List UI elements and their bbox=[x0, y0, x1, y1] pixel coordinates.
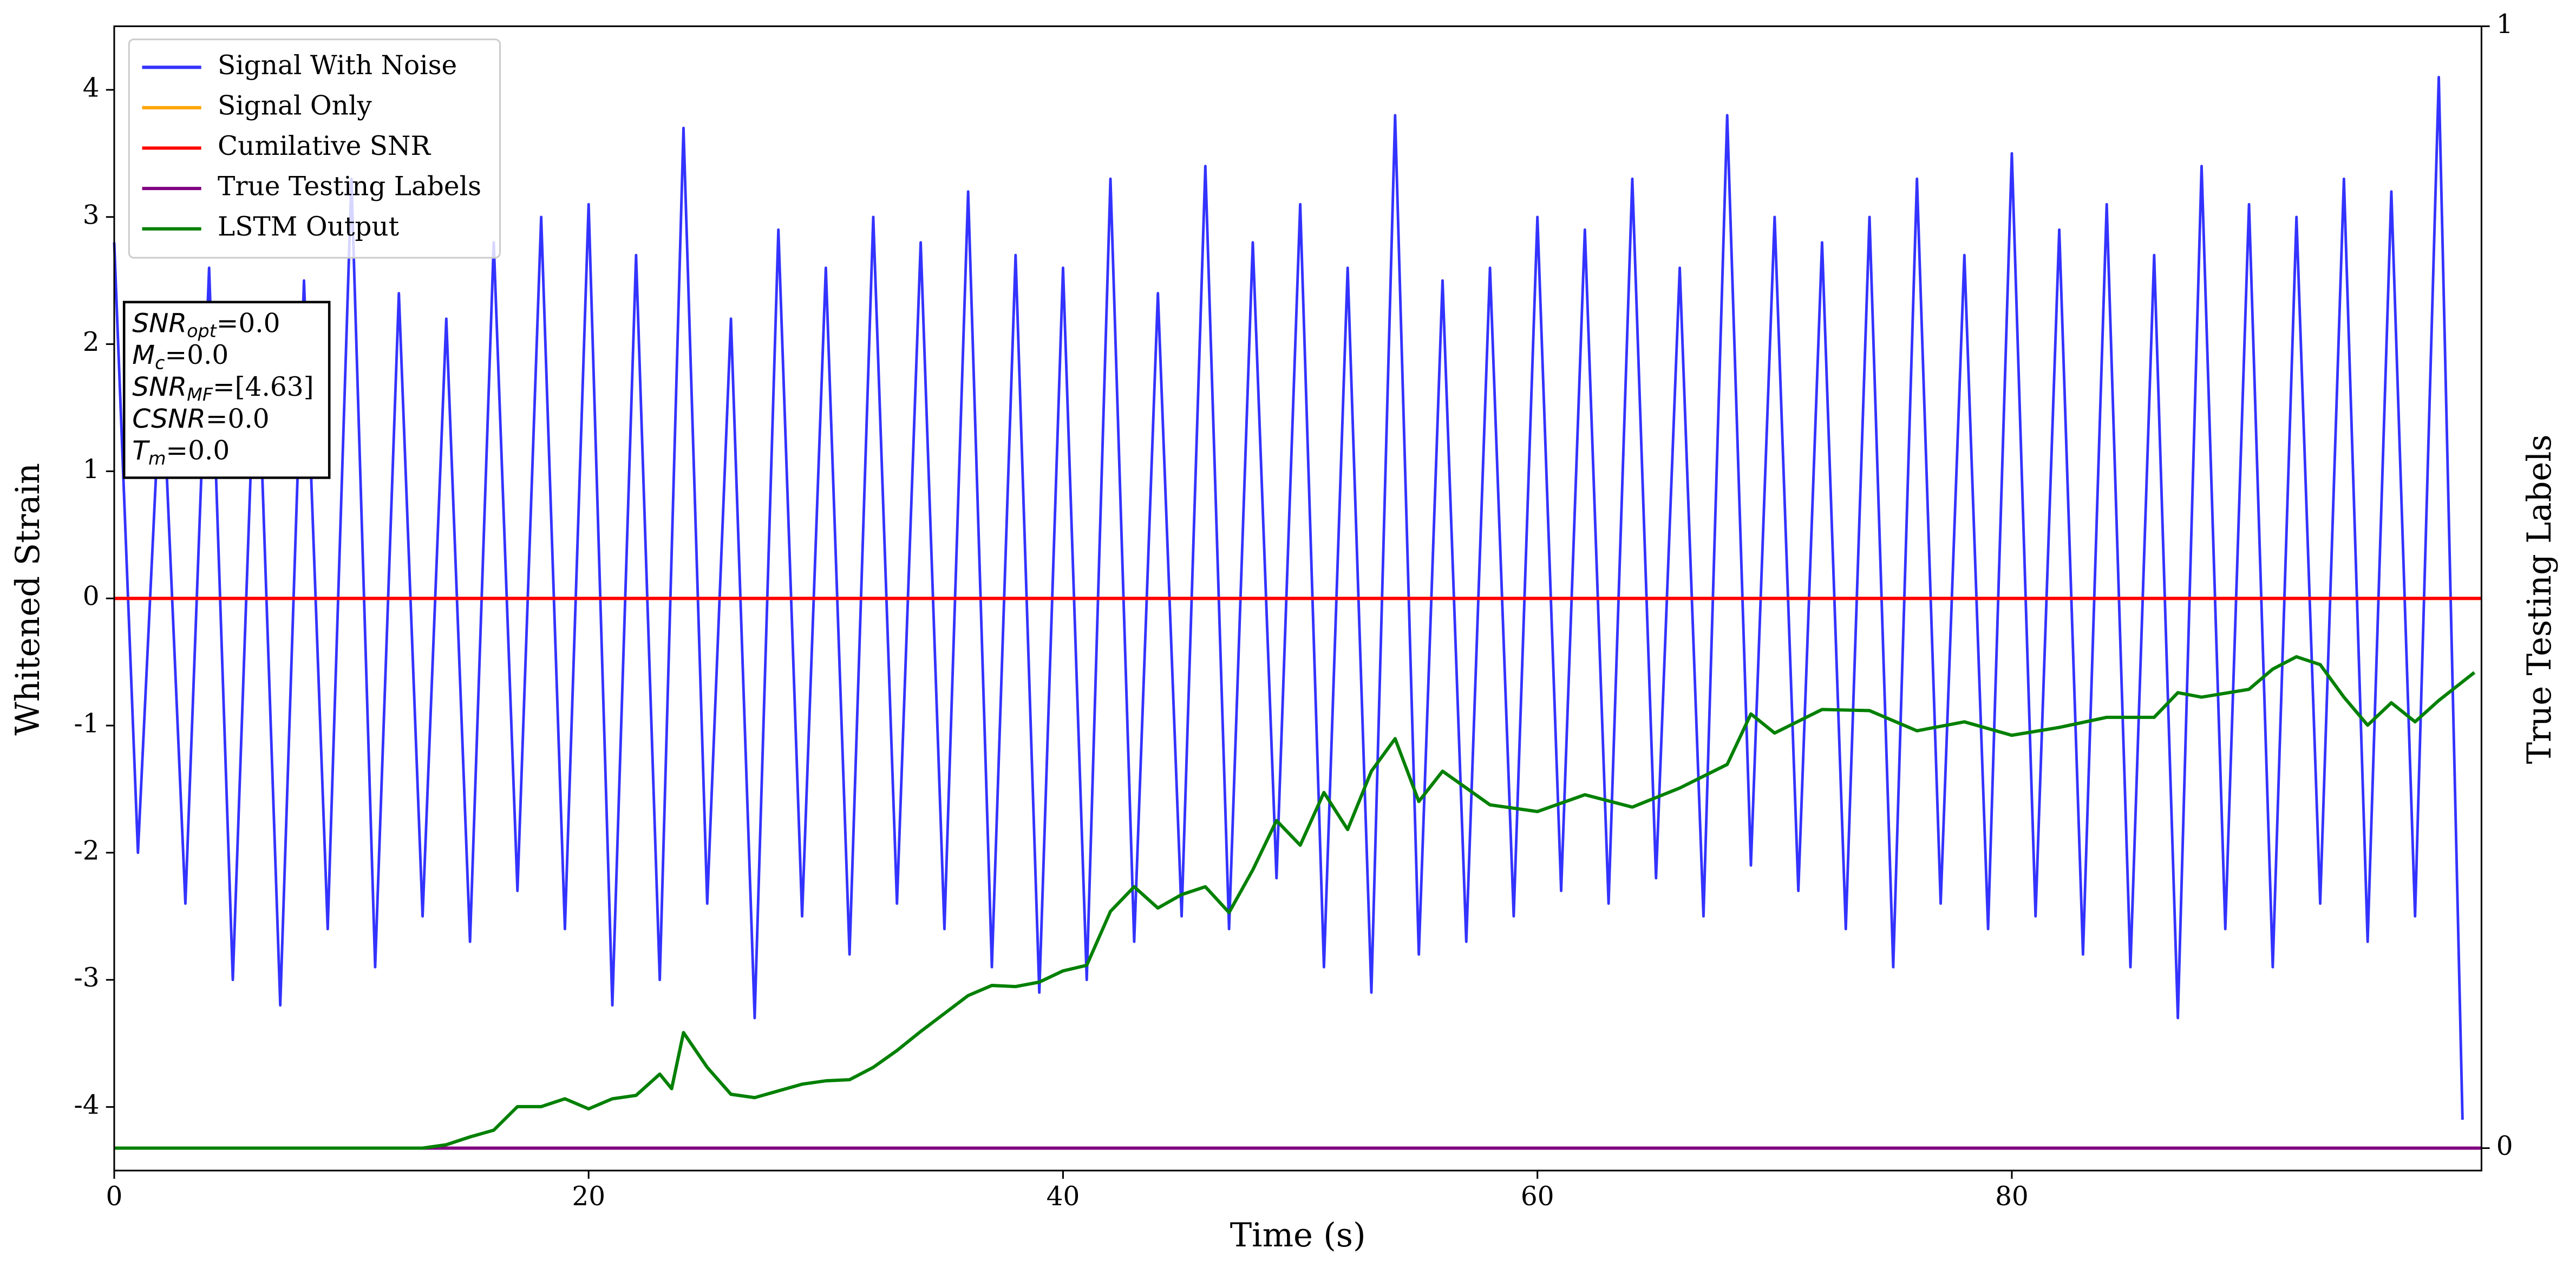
annotation-text: SNR bbox=[132, 308, 187, 338]
annotation-sub: m bbox=[148, 447, 166, 468]
annotation: SNRopt=0.0Mc=0.0SNRMF=[4.63]CSNR=0.0Tm=0… bbox=[122, 300, 331, 479]
annotation-sub: MF bbox=[187, 384, 213, 405]
annotation-value: =0.0 bbox=[217, 308, 280, 338]
y-tick-label: -3 bbox=[74, 963, 99, 993]
legend-label: LSTM Output bbox=[218, 212, 400, 242]
y-tick-label: 4 bbox=[83, 73, 100, 103]
x-tick-label: 80 bbox=[1995, 1181, 2029, 1212]
plot-area bbox=[113, 76, 2482, 1150]
x-tick-label: 60 bbox=[1521, 1181, 1554, 1212]
y-tick-label: -1 bbox=[74, 709, 99, 739]
annotation-line: SNRMF=[4.63] bbox=[132, 372, 313, 405]
annotation-value: =[4.63] bbox=[213, 372, 313, 402]
annotation-text: SNR bbox=[132, 372, 187, 402]
y-axis-label: Whitened Strain bbox=[9, 463, 47, 735]
line-series bbox=[113, 76, 2464, 1120]
y-tick-label: -4 bbox=[74, 1090, 99, 1120]
y-tick-label: -2 bbox=[74, 835, 99, 866]
annotation-sub: c bbox=[155, 352, 165, 373]
y-tick-label: 1 bbox=[83, 454, 100, 485]
y-tick-label: 3 bbox=[83, 200, 100, 230]
y2-axis-label: True Testing Labels bbox=[2521, 434, 2559, 764]
x-tick-label: 20 bbox=[572, 1181, 605, 1212]
legend: Signal With Noise Signal Only Cumilative S… bbox=[128, 38, 501, 259]
y-tick-label: 2 bbox=[83, 327, 100, 357]
annotation-line: CSNR=0.0 bbox=[132, 403, 269, 434]
annotation-line: SNRopt=0.0 bbox=[132, 308, 280, 341]
x-tick-label: 40 bbox=[1047, 1181, 1080, 1212]
annotation-line: Tm=0.0 bbox=[132, 435, 230, 468]
x-tick-label: 0 bbox=[106, 1181, 123, 1212]
x-axis-label: Time (s) bbox=[1230, 1217, 1366, 1255]
annotation-value: =0.0 bbox=[206, 403, 270, 434]
annotation-value: =0.0 bbox=[165, 340, 229, 370]
annotation-text: M bbox=[132, 340, 155, 370]
annotation-sub: opt bbox=[187, 320, 218, 341]
y-tick-label: 0 bbox=[83, 582, 100, 612]
y2-tick-label: 0 bbox=[2496, 1131, 2513, 1161]
legend-box bbox=[128, 38, 501, 259]
annotation-text: CSNR bbox=[132, 404, 206, 434]
annotation-line: Mc=0.0 bbox=[132, 340, 228, 373]
legend-label: Signal Only bbox=[218, 90, 372, 121]
legend-label: True Testing Labels bbox=[218, 172, 481, 202]
annotation-text: T bbox=[132, 436, 150, 466]
legend-label: Signal With Noise bbox=[218, 50, 457, 81]
line-series bbox=[114, 655, 2476, 1150]
y2-tick-label: 1 bbox=[2496, 9, 2513, 40]
annotation-value: =0.0 bbox=[166, 435, 230, 466]
annotation-box bbox=[122, 300, 331, 479]
legend-label: Cumilative SNR bbox=[218, 131, 431, 161]
